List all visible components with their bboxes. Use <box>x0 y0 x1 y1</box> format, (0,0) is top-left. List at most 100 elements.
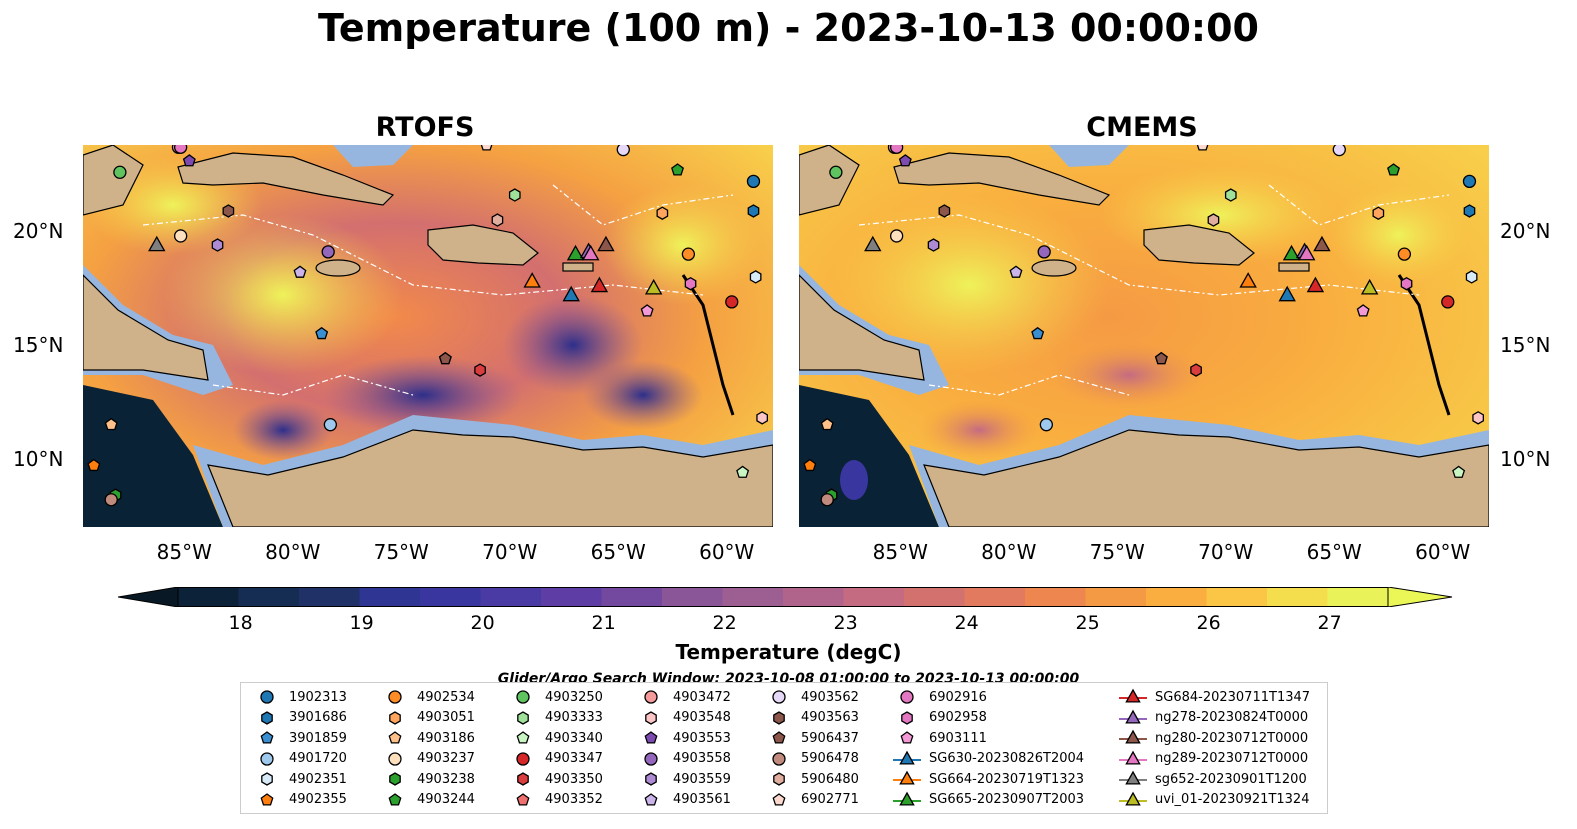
marker-4903548 <box>756 411 768 425</box>
legend-label: uvi_01-20230921T1324 <box>1155 792 1310 807</box>
legend-label: 4902534 <box>417 689 475 705</box>
colorbar-bin <box>238 587 300 607</box>
legend-label: 4903186 <box>417 730 475 746</box>
legend-label: 3901686 <box>289 710 347 725</box>
figure-title: Temperature (100 m) - 2023-10-13 00:00:0… <box>317 6 1259 50</box>
legend-label: 5906437 <box>801 730 859 746</box>
legend-item: SG665-20230907T2003 <box>891 790 1084 810</box>
legend-label: 4903563 <box>801 710 859 725</box>
legend-item: 4903340 <box>507 728 603 748</box>
marker-4903244 <box>671 163 684 176</box>
legend-item: 1902313 <box>251 687 347 707</box>
legend-item: 5906478 <box>763 749 859 769</box>
legend-item: 6903111 <box>891 728 987 748</box>
legend-label: 4903238 <box>417 771 475 787</box>
legend-item: 5906480 <box>763 769 859 789</box>
colorbar-bin <box>904 587 965 607</box>
legend-marker <box>1125 688 1141 703</box>
marker-4902351 <box>1465 270 1478 284</box>
lat-tick-label-left: 20°N <box>13 219 64 244</box>
colorbar-bin <box>1267 587 1328 607</box>
marker-4903553 <box>898 154 912 167</box>
legend-marker <box>261 772 273 786</box>
colorbar-label: Temperature (degC) <box>675 640 902 664</box>
marker-6902771 <box>480 138 494 151</box>
colorbar-bin <box>178 587 239 607</box>
legend-marker <box>388 731 402 744</box>
lon-tick-label: 65°W <box>1306 540 1362 564</box>
lon-tick-label: 70°W <box>1198 540 1254 564</box>
legend-item: 6902771 <box>763 790 859 810</box>
legend-label: 4903352 <box>545 792 603 807</box>
legend-label: 4902355 <box>289 792 347 807</box>
lon-tick-label: 65°W <box>590 540 646 564</box>
legend-item: 4903472 <box>635 687 731 707</box>
marker-4903250 <box>829 165 843 179</box>
lon-tick-label: 60°W <box>1415 540 1471 564</box>
marker-4903350 <box>1190 363 1202 377</box>
marker-4903347 <box>725 295 739 309</box>
legend-item: 4902355 <box>251 790 347 810</box>
marker-4903553 <box>182 154 196 167</box>
lon-tick-label: 80°W <box>265 540 321 564</box>
marker-ng289-20230712T0000 <box>582 244 600 261</box>
marker-4903051 <box>1372 206 1385 220</box>
marker-4903340 <box>1452 465 1466 478</box>
marker-3901686 <box>1463 204 1476 218</box>
marker-4902355 <box>803 458 817 472</box>
legend-label: ng280-20230712T0000 <box>1155 730 1309 746</box>
marker-4903237 <box>173 229 188 243</box>
legend-item: 4903237 <box>379 749 475 769</box>
markers-rtofs <box>87 138 768 507</box>
legend-item: 4903559 <box>635 769 731 789</box>
marker-sg652-20230901T1200 <box>864 235 882 252</box>
legend-label: SG664-20230719T1323 <box>929 771 1085 787</box>
legend-marker <box>645 772 657 786</box>
colorbar-bin <box>843 587 905 607</box>
colorbar-tick-label: 24 <box>954 612 979 634</box>
legend-label: 4903250 <box>545 689 603 705</box>
legend-marker <box>517 710 529 725</box>
marker-4903244 <box>1387 163 1400 176</box>
marker-4903559 <box>211 238 224 252</box>
map-rtofs[interactable] <box>82 138 774 528</box>
marker-ng289-20230712T0000 <box>1298 244 1316 261</box>
colorbar-bin <box>420 587 481 607</box>
legend-marker <box>517 772 529 786</box>
marker-4903561 <box>1009 265 1023 278</box>
legend-item: 4903238 <box>379 769 475 789</box>
marker-4902351 <box>749 270 762 284</box>
marker-4903563 <box>938 204 951 218</box>
legend-marker <box>773 710 785 725</box>
lat-tick-label-left: 10°N <box>13 446 64 471</box>
legend-marker <box>899 770 915 785</box>
legend-item: ng278-20230824T0000 <box>1117 708 1308 728</box>
legend-item: 4903548 <box>635 708 731 728</box>
legend-marker <box>644 751 658 766</box>
marker-5906478 <box>104 493 118 507</box>
lat-tick-label-right: 20°N <box>1500 219 1551 244</box>
legend-label: 4903553 <box>673 730 731 746</box>
marker-ng280-20230712T0000 <box>597 235 615 252</box>
legend-marker <box>644 792 658 806</box>
marker-4901720 <box>323 418 338 432</box>
legend-marker <box>772 792 786 806</box>
marker-6902916 <box>889 140 904 154</box>
legend-marker <box>772 751 786 766</box>
legend-item: SG630-20230826T2004 <box>891 749 1084 769</box>
legend-item: uvi_01-20230921T1324 <box>1117 790 1309 810</box>
legend-label: sg652-20230901T1200 <box>1155 771 1307 787</box>
marker-4903333 <box>508 188 521 202</box>
lon-tick-label: 85°W <box>156 540 212 564</box>
legend-item: 4903553 <box>635 728 731 748</box>
marker-SG684-20230711T1347 <box>590 276 609 293</box>
legend-item: 4903244 <box>379 790 475 810</box>
colorbar-tick-label: 20 <box>470 612 495 634</box>
legend-label: SG684-20230711T1347 <box>1155 689 1311 705</box>
legend-marker <box>900 731 914 744</box>
marker-3901859 <box>315 326 329 340</box>
legend-label: 6902916 <box>929 689 987 705</box>
legend-marker <box>644 690 658 704</box>
map-cmems[interactable] <box>798 138 1490 528</box>
legend-label: 4903340 <box>545 730 603 746</box>
